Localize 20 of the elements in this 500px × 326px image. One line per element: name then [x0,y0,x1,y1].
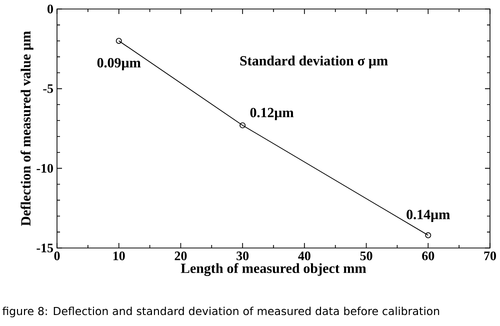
x-tick-label: 30 [236,252,249,260]
y-axis-title: Deflection of measured value µm [20,31,34,226]
y-tick-label: -15 [36,244,54,252]
x-tick-label: 60 [422,252,434,260]
x-axis-title: Length of measured object mm [180,263,366,276]
y-tick-label: 0 [48,4,53,14]
annotation: 0.09µm [97,58,141,70]
x-tick-label: 10 [113,252,125,260]
point [240,122,246,128]
x-tick-label: 70 [484,252,496,260]
x-tick-label: 40 [298,252,310,260]
x-tick-label: 50 [360,252,372,260]
caption: figure 8: Deflection and standard deviation of measured data before calibration [2,306,440,318]
annotation: 0.12µm [250,108,294,120]
x-tick-label: 20 [174,252,187,260]
y-tick-label: -10 [36,164,53,173]
x-tick-label: 0 [54,252,60,260]
annotation: Standard deviation σ µm [240,56,388,68]
annotation: 0.14µm [406,210,450,222]
y-tick-label: -5 [43,84,54,93]
